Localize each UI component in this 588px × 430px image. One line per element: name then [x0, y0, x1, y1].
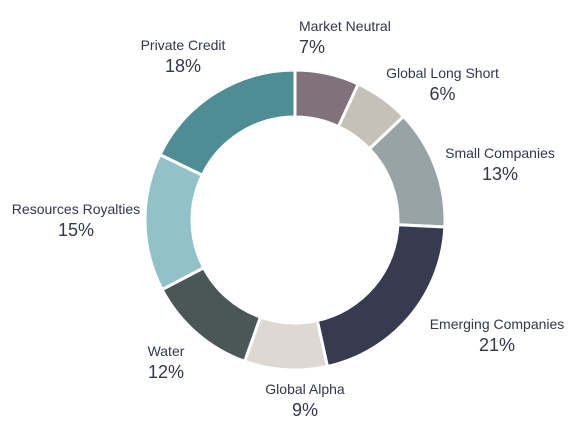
slice-value: 7%	[299, 37, 326, 58]
slice-label: Resources Royalties	[11, 201, 141, 217]
label-water: Water 12%	[130, 343, 202, 383]
slice-label: Emerging Companies	[429, 316, 565, 332]
slice-value: 12%	[147, 362, 185, 383]
label-emerging-companies: Emerging Companies 21%	[414, 316, 580, 356]
slice-label: Global Long Short	[386, 65, 499, 81]
slice-label: Private Credit	[140, 37, 226, 53]
slice-value: 6%	[429, 84, 456, 105]
label-market-neutral: Market Neutral 7%	[299, 18, 429, 58]
label-resources-royalties: Resources Royalties 15%	[3, 201, 149, 241]
slice-label: Global Alpha	[265, 381, 345, 397]
slice-value: 9%	[291, 400, 318, 421]
slice-value: 18%	[164, 56, 202, 77]
slice-resources-royalties	[143, 153, 206, 292]
slice-private-credit	[158, 68, 297, 177]
slice-label: Market Neutral	[299, 18, 391, 34]
label-private-credit: Private Credit 18%	[133, 37, 233, 77]
slice-value: 13%	[481, 164, 519, 185]
slice-value: 21%	[478, 335, 516, 356]
slice-label: Water	[147, 343, 185, 359]
slice-value: 15%	[57, 220, 95, 241]
label-small-companies: Small Companies 13%	[430, 145, 570, 185]
slice-label: Small Companies	[445, 145, 555, 161]
label-global-long-short: Global Long Short 6%	[370, 65, 515, 105]
label-global-alpha: Global Alpha 9%	[240, 381, 370, 421]
